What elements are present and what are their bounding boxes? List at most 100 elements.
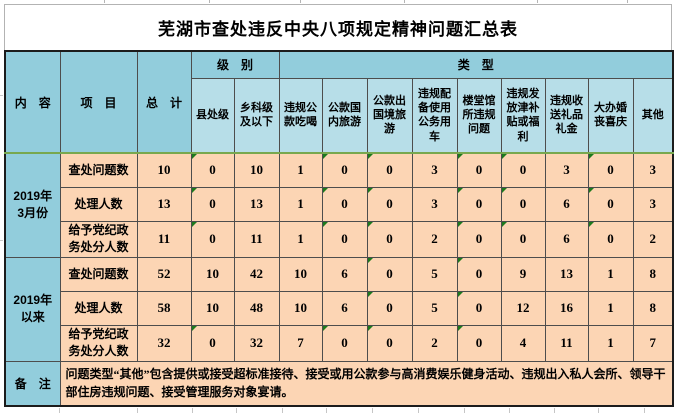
header-type-col[interactable]: 楼堂馆所违规问题: [456, 77, 502, 154]
value-cell[interactable]: 0: [456, 290, 502, 326]
period-cell[interactable]: 2019年 3月份: [4, 152, 61, 258]
value-cell[interactable]: 1: [278, 152, 323, 188]
value-cell[interactable]: 0: [190, 186, 235, 222]
value-cell[interactable]: 11: [233, 220, 280, 258]
value-cell[interactable]: 48: [233, 290, 280, 326]
value-cell[interactable]: 32: [233, 324, 280, 362]
value-cell[interactable]: 10: [190, 290, 235, 326]
row-label[interactable]: 处理人数: [59, 290, 138, 326]
value-cell[interactable]: 10: [136, 152, 192, 188]
value-cell[interactable]: 10: [233, 152, 280, 188]
value-cell[interactable]: 11: [136, 220, 192, 258]
row-label[interactable]: 给予党纪政 务处分人数: [59, 220, 138, 258]
header-item[interactable]: 项 目: [59, 50, 138, 154]
header-type-col[interactable]: 公款国内旅游: [321, 77, 368, 154]
value-cell[interactable]: 10: [190, 256, 235, 292]
value-cell[interactable]: 1: [587, 256, 634, 292]
header-type-col[interactable]: 违规收送礼品礼金: [544, 77, 589, 154]
value-cell[interactable]: 7: [278, 324, 323, 362]
value-cell[interactable]: 1: [587, 324, 634, 362]
value-cell[interactable]: 0: [587, 186, 634, 222]
row-label[interactable]: 查处问题数: [59, 256, 138, 292]
value-cell[interactable]: 13: [544, 256, 589, 292]
value-cell[interactable]: 13: [233, 186, 280, 222]
header-type-group[interactable]: 类 型: [278, 50, 674, 79]
value-cell[interactable]: 2: [411, 324, 458, 362]
value-cell[interactable]: 0: [587, 152, 634, 188]
value-cell[interactable]: 0: [500, 186, 546, 222]
gridline-stub: [0, 95, 3, 96]
value-cell[interactable]: 5: [411, 290, 458, 326]
value-cell[interactable]: 5: [411, 256, 458, 292]
value-cell[interactable]: 42: [233, 256, 280, 292]
value-cell[interactable]: 6: [544, 220, 589, 258]
value-cell[interactable]: 32: [136, 324, 192, 362]
header-level-group[interactable]: 级 别: [190, 50, 280, 79]
value-cell[interactable]: 16: [544, 290, 589, 326]
value-cell[interactable]: 0: [321, 152, 368, 188]
value-cell[interactable]: 0: [366, 186, 413, 222]
value-cell[interactable]: 6: [321, 256, 368, 292]
value-cell[interactable]: 13: [136, 186, 192, 222]
value-cell[interactable]: 52: [136, 256, 192, 292]
value-cell[interactable]: 7: [632, 324, 674, 362]
value-cell[interactable]: 6: [544, 186, 589, 222]
period-cell[interactable]: 2019年 以来: [4, 256, 61, 362]
value-cell[interactable]: 3: [411, 186, 458, 222]
value-cell[interactable]: 2: [632, 220, 674, 258]
value-cell[interactable]: 0: [587, 220, 634, 258]
value-cell[interactable]: 0: [366, 290, 413, 326]
header-type-col[interactable]: 其他: [632, 77, 674, 154]
row-label[interactable]: 处理人数: [59, 186, 138, 222]
value-cell[interactable]: 0: [190, 152, 235, 188]
value-cell[interactable]: 4: [500, 324, 546, 362]
value-cell[interactable]: 9: [500, 256, 546, 292]
value-cell[interactable]: 0: [366, 324, 413, 362]
row-label[interactable]: 给予党纪政 务处分人数: [59, 324, 138, 362]
value-cell[interactable]: 8: [632, 256, 674, 292]
value-cell[interactable]: 0: [456, 152, 502, 188]
header-type-col[interactable]: 大办婚丧喜庆: [587, 77, 634, 154]
value-cell[interactable]: 11: [544, 324, 589, 362]
value-cell[interactable]: 0: [366, 256, 413, 292]
header-type-col[interactable]: 违规配备使用公务用车: [411, 77, 458, 154]
value-cell[interactable]: 3: [632, 186, 674, 222]
value-cell[interactable]: 0: [321, 186, 368, 222]
value-cell[interactable]: 0: [321, 220, 368, 258]
value-cell[interactable]: 58: [136, 290, 192, 326]
value-cell[interactable]: 0: [500, 152, 546, 188]
value-cell[interactable]: 0: [456, 186, 502, 222]
header-type-col[interactable]: 违规公款吃喝: [278, 77, 323, 154]
value-cell[interactable]: 3: [544, 152, 589, 188]
value-cell[interactable]: 0: [456, 324, 502, 362]
value-cell[interactable]: 0: [456, 220, 502, 258]
value-cell[interactable]: 6: [321, 290, 368, 326]
remark-label[interactable]: 备 注: [4, 360, 61, 407]
value-cell[interactable]: 0: [456, 256, 502, 292]
value-cell[interactable]: 10: [278, 290, 323, 326]
header-type-col[interactable]: 公款出国境旅游: [366, 77, 413, 154]
value-cell[interactable]: 0: [190, 220, 235, 258]
value-cell[interactable]: 10: [278, 256, 323, 292]
value-cell[interactable]: 1: [587, 290, 634, 326]
value-cell[interactable]: 2: [411, 220, 458, 258]
value-cell[interactable]: 8: [632, 290, 674, 326]
value-cell[interactable]: 0: [500, 220, 546, 258]
row-label[interactable]: 查处问题数: [59, 152, 138, 188]
header-level-col[interactable]: 乡科级及以下: [233, 77, 280, 154]
value-cell[interactable]: 0: [321, 324, 368, 362]
value-cell[interactable]: 1: [278, 186, 323, 222]
value-cell[interactable]: 0: [190, 324, 235, 362]
header-content[interactable]: 内 容: [4, 50, 61, 154]
header-level-col[interactable]: 县处级: [190, 77, 235, 154]
sheet-title[interactable]: 芜湖市查处违反中央八项规定精神问题汇总表: [4, 4, 672, 50]
header-type-col[interactable]: 违规发放津补贴或福利: [500, 77, 546, 154]
value-cell[interactable]: 0: [366, 152, 413, 188]
value-cell[interactable]: 3: [411, 152, 458, 188]
value-cell[interactable]: 12: [500, 290, 546, 326]
value-cell[interactable]: 3: [632, 152, 674, 188]
value-cell[interactable]: 1: [278, 220, 323, 258]
remark-text[interactable]: 问题类型“其他”包含提供或接受超标准接待、接受或用公款参与高消费娱乐健身活动、违…: [59, 360, 674, 407]
value-cell[interactable]: 0: [366, 220, 413, 258]
header-total[interactable]: 总 计: [136, 50, 192, 154]
